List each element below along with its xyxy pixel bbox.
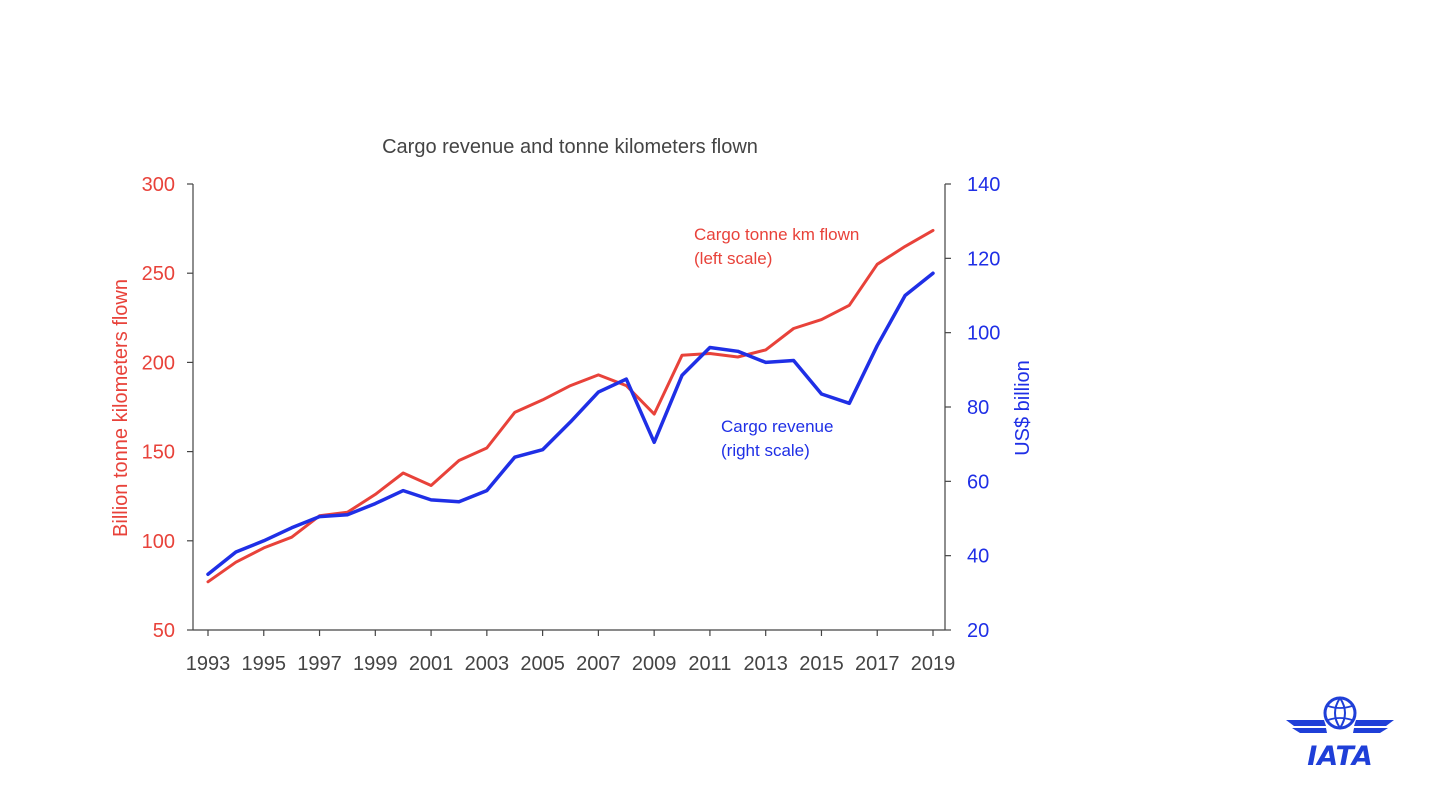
tonne-series-label: Cargo tonne km flown (694, 225, 859, 244)
revenue-series-sublabel: (right scale) (721, 441, 810, 460)
globe-latitude-top (1327, 705, 1353, 709)
x-axis-ticks: 1993 1995 1997 1999 2001 2003 2005 2007 2009 2011… (186, 630, 956, 675)
right-tick-label: 20 (967, 620, 989, 642)
left-axis-ticks: 300 250 200 150 100 50 (142, 174, 193, 642)
x-tick-label: 2009 (632, 653, 677, 675)
y-axis-label-left: Billion tonne kilometers flown (110, 279, 132, 537)
globe-icon (1323, 696, 1357, 730)
globe-meridian (1334, 696, 1346, 730)
left-tick-label: 250 (142, 263, 175, 285)
x-tick-label: 2005 (520, 653, 565, 675)
iata-logo-mark: IATA (1286, 696, 1394, 770)
axes (192, 184, 946, 631)
left-tick-label: 150 (142, 442, 175, 464)
x-tick-label: 1999 (353, 653, 398, 675)
right-tick-label: 140 (967, 174, 1000, 196)
x-tick-label: 2007 (576, 653, 621, 675)
left-tick-label: 50 (153, 620, 175, 642)
tonne-series-sublabel: (left scale) (694, 249, 772, 268)
left-tick-label: 100 (142, 531, 175, 553)
left-tick-label: 300 (142, 174, 175, 196)
iata-logo: IATA (1286, 696, 1394, 770)
right-tick-label: 100 (967, 323, 1000, 345)
right-tick-label: 40 (967, 546, 989, 568)
right-tick-label: 120 (967, 248, 1000, 270)
x-tick-label: 2011 (688, 653, 731, 675)
series-annotations: Cargo tonne km flown (left scale) Cargo … (694, 225, 859, 460)
x-tick-label: 2019 (911, 653, 956, 675)
x-tick-label: 1995 (242, 653, 287, 675)
series-group (206, 228, 935, 584)
right-tick-label: 80 (967, 397, 989, 419)
right-wing-icon (1353, 720, 1394, 733)
right-axis-ticks: 140 120 100 80 60 40 20 (945, 174, 1000, 642)
logo-wordmark: IATA (1307, 741, 1373, 770)
x-tick-label: 1997 (297, 653, 342, 675)
x-tick-label: 2017 (855, 653, 900, 675)
revenue-series-label: Cargo revenue (721, 417, 833, 436)
y-axis-label-right: US$ billion (1012, 360, 1034, 456)
chart-title: Cargo revenue and tonne kilometers flown (382, 136, 758, 158)
left-tick-label: 200 (142, 352, 175, 374)
left-wing-icon (1286, 720, 1327, 733)
globe-latitude-bottom (1327, 717, 1353, 721)
x-tick-label: 2013 (743, 653, 788, 675)
x-tick-label: 2015 (799, 653, 844, 675)
x-tick-label: 2003 (465, 653, 510, 675)
tonne-km-series-line (206, 228, 935, 584)
x-tick-label: 2001 (409, 653, 454, 675)
cargo-revenue-series-line (206, 271, 935, 577)
x-tick-label: 1993 (186, 653, 231, 675)
right-tick-label: 60 (967, 471, 989, 493)
